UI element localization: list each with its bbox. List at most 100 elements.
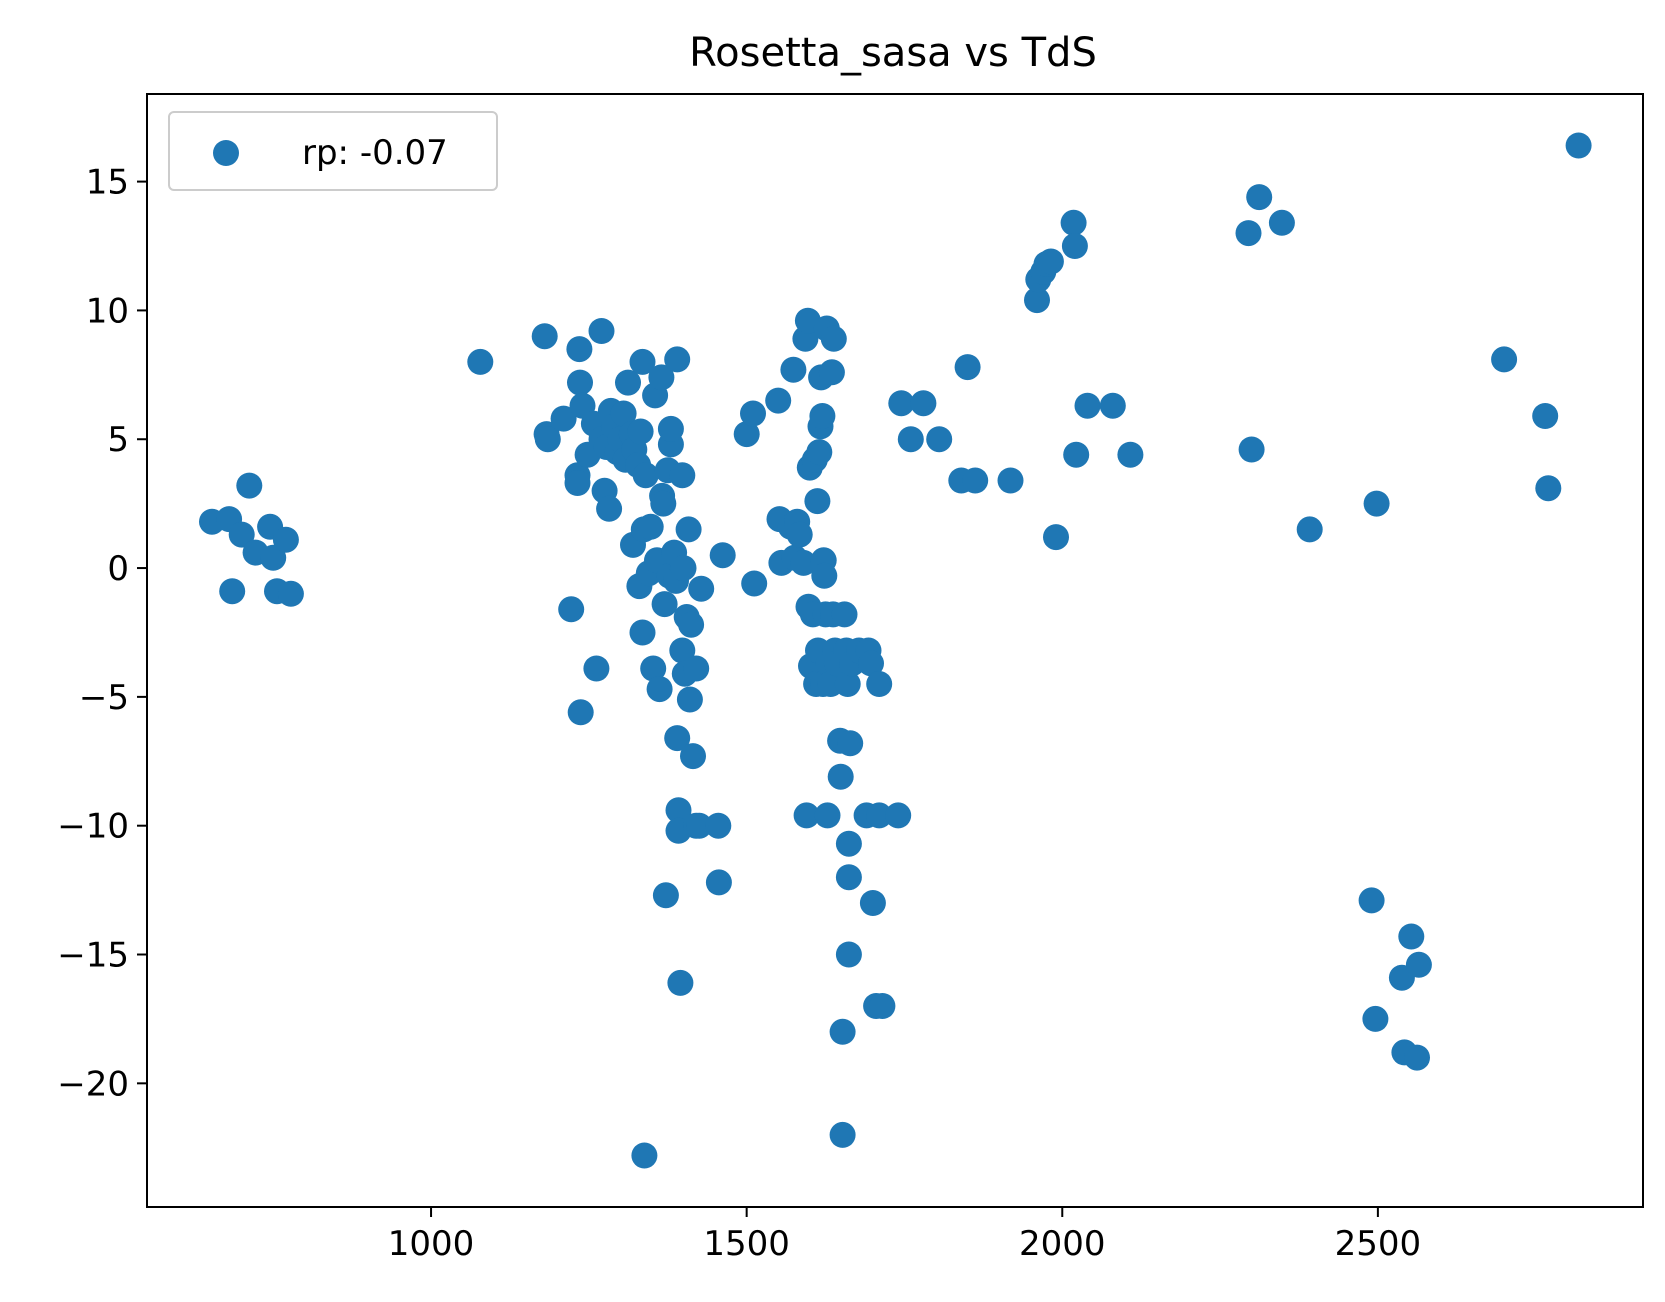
data-point — [637, 513, 664, 540]
data-point — [1535, 475, 1562, 502]
data-point — [627, 418, 654, 445]
data-point — [820, 325, 847, 352]
data-point — [650, 490, 677, 517]
y-tick-label: −20 — [57, 1064, 129, 1104]
data-point — [1491, 346, 1518, 373]
y-tick-label: 15 — [86, 163, 129, 203]
data-point — [534, 426, 561, 453]
x-axis-ticks: 1000 1500 2000 2500 — [388, 1207, 1421, 1264]
data-point — [834, 671, 861, 697]
data-point — [829, 1121, 856, 1148]
data-point — [629, 348, 656, 375]
data-point — [632, 462, 659, 489]
data-point — [669, 637, 696, 664]
data-point — [631, 1142, 658, 1169]
data-point — [1358, 887, 1385, 914]
y-tick-label: −10 — [57, 807, 129, 847]
data-point — [1363, 490, 1390, 517]
data-point — [664, 725, 691, 752]
data-point — [657, 415, 684, 442]
data-point — [888, 390, 915, 417]
data-point — [566, 336, 593, 363]
data-point — [531, 323, 558, 350]
data-point — [272, 526, 299, 553]
data-point — [610, 400, 637, 427]
x-tick-label: 2000 — [1019, 1224, 1106, 1264]
data-point — [997, 467, 1024, 494]
data-point — [588, 318, 615, 344]
data-point — [818, 359, 845, 386]
data-point — [954, 354, 981, 381]
data-point — [564, 470, 591, 496]
data-point — [1024, 287, 1050, 314]
data-point — [1404, 1044, 1430, 1071]
legend: rp: -0.07 — [168, 111, 498, 191]
data-point — [1063, 441, 1090, 468]
y-tick-label: −15 — [57, 936, 129, 976]
data-point — [686, 812, 713, 839]
x-tick-label: 1500 — [703, 1224, 790, 1264]
data-point — [733, 421, 760, 448]
data-point — [550, 405, 577, 432]
data-point — [827, 763, 854, 790]
data-point — [678, 611, 705, 638]
data-point — [676, 686, 703, 713]
data-point — [1405, 951, 1432, 978]
y-tick-label: 10 — [86, 291, 129, 331]
data-point — [260, 544, 287, 571]
data-point — [709, 542, 736, 569]
data-point — [793, 802, 820, 829]
data-point — [651, 591, 678, 618]
data-point — [780, 356, 807, 383]
data-point — [228, 521, 255, 548]
data-point — [814, 802, 841, 829]
axes-border — [146, 93, 1644, 1208]
data-point — [664, 346, 691, 373]
data-point — [1246, 184, 1273, 211]
data-point — [1235, 220, 1262, 247]
data-point — [835, 864, 862, 891]
y-axis-ticks: 15 10 5 0 −5 −10 −15 −20 — [57, 163, 147, 1104]
data-point — [962, 467, 989, 494]
data-point — [897, 426, 924, 453]
chart-title: Rosetta_sasa vs TdS — [689, 30, 1097, 76]
data-point — [1532, 403, 1559, 429]
data-point — [1398, 923, 1425, 950]
data-point — [765, 387, 792, 414]
data-point — [596, 495, 623, 522]
data-point — [835, 830, 862, 857]
data-point — [688, 575, 715, 602]
data-point — [219, 578, 246, 605]
x-tick-label: 1000 — [388, 1224, 475, 1264]
data-point — [1268, 209, 1295, 236]
data-point — [926, 426, 953, 453]
data-point — [646, 676, 673, 703]
data-point — [869, 993, 896, 1019]
data-point — [804, 488, 831, 515]
data-point — [665, 797, 692, 824]
legend-marker — [213, 140, 239, 166]
data-point — [680, 743, 706, 770]
data-point — [683, 655, 710, 682]
data-point — [790, 549, 817, 576]
data-point — [705, 812, 732, 839]
data-point — [910, 390, 937, 417]
data-point — [740, 400, 766, 427]
legend-box — [168, 111, 498, 191]
data-point — [277, 580, 304, 607]
y-tick-label: 5 — [107, 420, 129, 460]
data-point — [652, 882, 679, 909]
data-point — [1074, 392, 1101, 419]
data-point — [236, 472, 263, 499]
data-point — [1099, 392, 1126, 419]
plot-area — [147, 94, 1643, 1207]
legend-label: rp: -0.07 — [302, 133, 448, 173]
data-point — [1043, 524, 1069, 551]
data-point — [811, 562, 838, 589]
data-point — [837, 730, 864, 757]
data-point — [705, 869, 732, 896]
data-point — [669, 462, 696, 489]
data-point — [1117, 441, 1144, 468]
data-point — [885, 802, 912, 829]
data-point — [858, 650, 884, 677]
